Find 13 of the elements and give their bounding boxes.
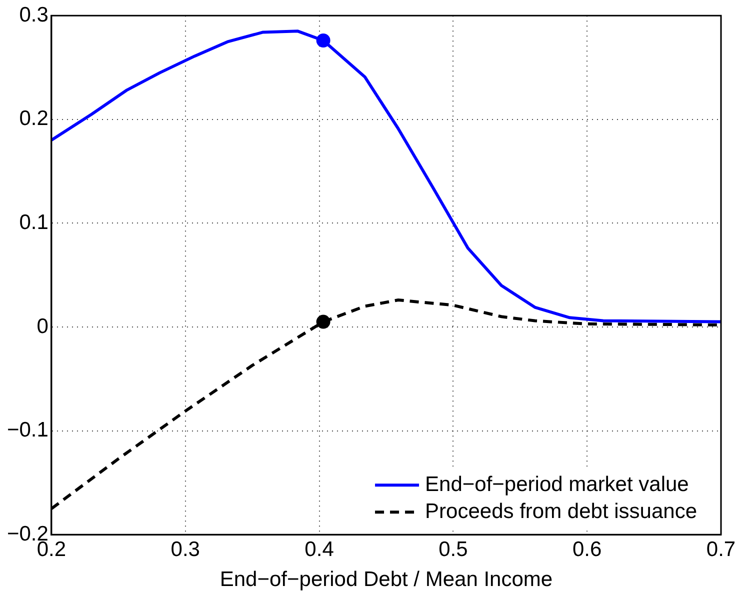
y-tick-label: 0.3: [19, 3, 48, 26]
y-tick-label: 0.1: [19, 210, 48, 234]
y-tick-label: 0.2: [19, 107, 48, 130]
x-tick-label: 0.7: [706, 538, 736, 561]
x-tick-label: 0.3: [170, 538, 200, 561]
legend-label: End−of−period market value: [425, 472, 689, 496]
y-tick-label: 0: [36, 314, 48, 338]
x-axis-title: End−of−period Debt / Mean Income: [220, 568, 553, 592]
x-tick-label: 0.6: [572, 538, 602, 561]
legend-label: Proceeds from debt issuance: [425, 500, 698, 523]
y-tick-label: −0.1: [6, 418, 48, 442]
x-tick-label: 0.5: [438, 538, 468, 561]
x-tick-label: 0.4: [304, 538, 334, 561]
